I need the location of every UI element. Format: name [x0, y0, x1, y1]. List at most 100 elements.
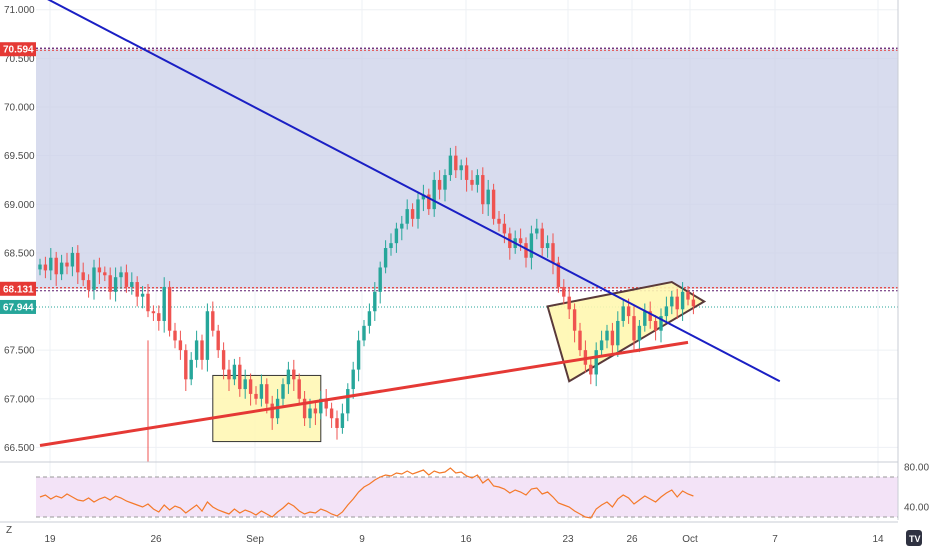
candle-body [81, 272, 85, 281]
candle-body [130, 282, 134, 287]
candle-body [610, 330, 615, 346]
price-tag-label: 70.594 [3, 45, 34, 56]
candle-body [454, 155, 458, 171]
candle-body [189, 359, 193, 380]
candle-body [216, 330, 220, 351]
tradingview-logo: TV [906, 530, 922, 546]
candle-body [59, 262, 64, 275]
candle-body [437, 179, 442, 190]
candle-body [680, 291, 685, 310]
candle-body [167, 286, 172, 331]
candle-body [394, 228, 399, 244]
candle-body [200, 340, 204, 360]
price-tag-label: 68.131 [3, 284, 34, 295]
candle-body [70, 252, 75, 267]
candle-body [49, 257, 53, 271]
candle-body [65, 262, 69, 267]
candle-body [281, 384, 285, 399]
candle-body [578, 330, 582, 351]
candle-body [302, 398, 307, 419]
candle-body [594, 350, 598, 375]
candle-body [135, 282, 139, 297]
candle-body [124, 272, 129, 287]
candle-body [356, 340, 361, 370]
candle-body [632, 316, 636, 341]
candle-body [238, 364, 242, 390]
candle-body [535, 228, 539, 234]
candle-body [459, 165, 463, 171]
candle-body [448, 155, 453, 176]
candle-body [119, 272, 123, 278]
candle-body [146, 293, 150, 312]
x-tick-label: 9 [359, 534, 365, 545]
candle-body [162, 286, 166, 321]
candle-body [686, 291, 690, 300]
time-axis[interactable]: 19 26 Sep 9 16 23 26 Oct 7 14 [44, 534, 884, 545]
candle-body [383, 248, 388, 268]
y-tick-label: 69.500 [4, 151, 35, 162]
candle-body [38, 264, 42, 270]
candle-body [329, 408, 334, 419]
candle-body [562, 286, 566, 297]
y-tick-label: 67.000 [4, 394, 35, 405]
candle-body [551, 243, 555, 263]
candle-body [270, 403, 274, 419]
candle-body [432, 179, 436, 210]
candle-body [626, 306, 631, 317]
rsi-band [36, 477, 898, 517]
trendline-descending [47, 0, 781, 383]
candle-body [416, 199, 420, 219]
candle-body [497, 218, 501, 224]
candle-body [140, 293, 145, 297]
x-tick-label: 14 [872, 534, 884, 545]
candle-body [545, 243, 550, 249]
candle-body [211, 311, 215, 331]
candle-body [373, 291, 377, 312]
candle-body [400, 223, 404, 229]
rsi-pane [0, 461, 898, 523]
candle-body [232, 364, 237, 380]
candle-body [443, 175, 447, 190]
candle-body [324, 398, 328, 409]
candle-body [243, 379, 247, 390]
candle-body [194, 340, 199, 360]
candle-body [297, 379, 301, 399]
candle-body [362, 325, 366, 341]
candle-body [54, 257, 58, 275]
candle-body [599, 340, 604, 351]
candle-body [265, 384, 269, 404]
candle-body [405, 209, 409, 224]
candle-body [518, 238, 523, 244]
candle-body [173, 330, 177, 341]
candle-body [319, 398, 323, 414]
candle-body [421, 194, 426, 200]
candle-body [589, 364, 593, 375]
candle-body [664, 306, 669, 317]
x-tick-label: 23 [562, 534, 574, 545]
price-tag-label: 67.944 [3, 302, 34, 313]
axis-letter-left[interactable]: Z [6, 525, 12, 536]
candle-body [178, 340, 183, 351]
candle-body [556, 262, 561, 287]
candle-body [184, 350, 188, 380]
candle-body [605, 330, 609, 341]
candle-body [259, 384, 264, 399]
x-tick-label: 26 [626, 534, 638, 545]
candle-body [675, 296, 679, 310]
candle-body [637, 325, 642, 341]
candle-body [292, 369, 296, 380]
candle-body [113, 277, 118, 292]
candle-body [151, 311, 156, 314]
x-tick-label: Sep [246, 534, 264, 545]
candle-body [389, 243, 393, 249]
x-tick-label: 26 [150, 534, 162, 545]
candle-body [475, 175, 480, 185]
price-axis[interactable]: 71.000 70.500 70.000 69.500 69.000 68.500 67.5… [4, 0, 929, 520]
candle-body [308, 408, 312, 419]
candle-body [502, 223, 507, 234]
candle-body [659, 316, 663, 331]
candle-body [340, 413, 345, 428]
candle-body [486, 189, 490, 205]
candle-body [103, 272, 107, 276]
